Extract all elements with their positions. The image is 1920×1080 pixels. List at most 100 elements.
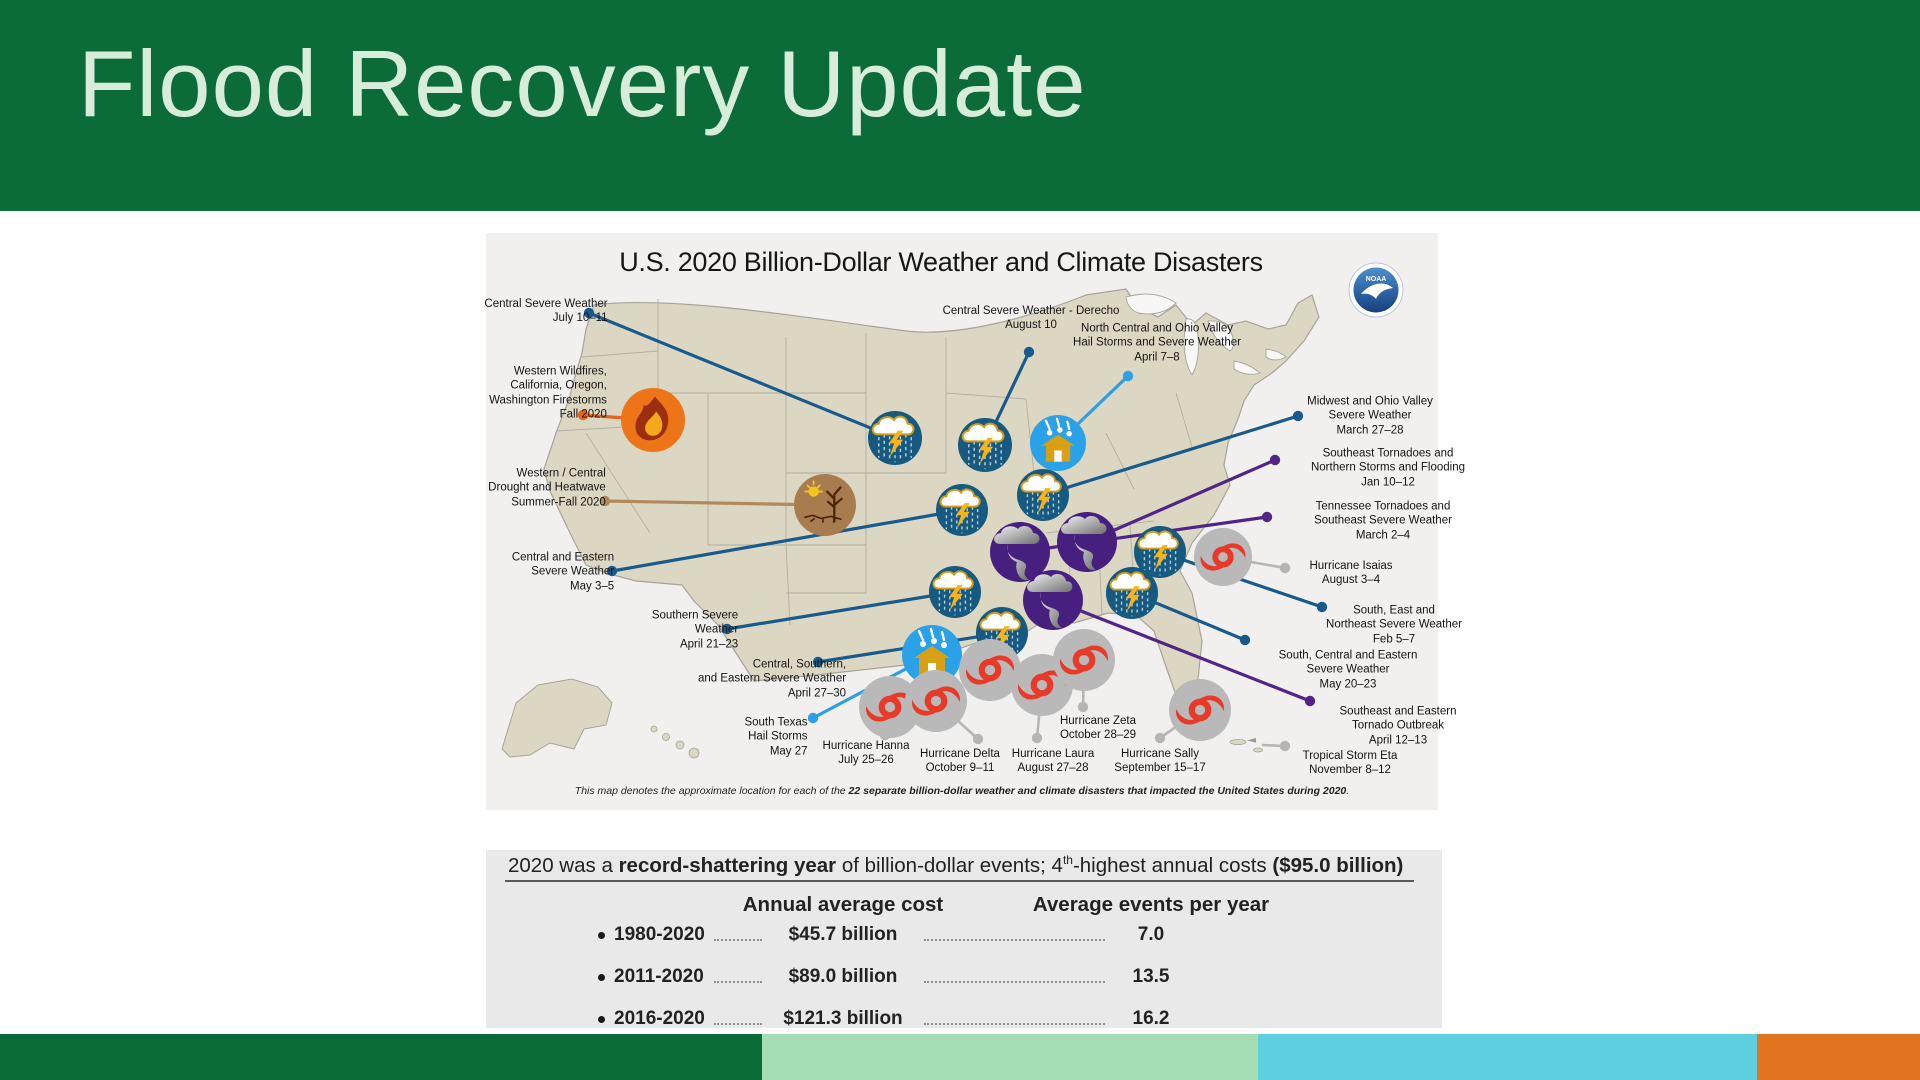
- footer-bar-dark-green: [0, 1034, 763, 1080]
- state-borders: [555, 299, 1193, 626]
- stats-headline-bold2: ($95.0 billion): [1272, 853, 1404, 877]
- disaster-icon-drought: [792, 472, 858, 538]
- cost-value: $121.3 billion: [783, 1008, 903, 1029]
- leader-dot: [812, 656, 824, 668]
- map-callout-label: Central and Eastern Severe Weather May 3–5: [511, 551, 615, 593]
- leader-dot: [577, 409, 589, 421]
- bullet-icon: [598, 973, 605, 981]
- footer-bar-light-green: [762, 1034, 1258, 1080]
- column-header-events: Average events per year: [1032, 893, 1270, 916]
- disaster-icon-fire: [620, 387, 686, 453]
- map-callout-label: Central Severe Weather July 10–11: [484, 297, 608, 324]
- leader-line: [726, 590, 956, 631]
- map-callout-label: South, Central and Eastern Severe Weather…: [1278, 649, 1418, 691]
- map-callout-label: Tropical Storm Eta November 8–12: [1302, 749, 1398, 776]
- map-callout-label: North Central and Ohio Valley Hail Storms…: [1073, 322, 1241, 364]
- disaster-icon-tornado: [1023, 570, 1083, 630]
- stats-rows: 1980-2020 $45.7 billion 7.0 2011-2020 $89.0 …: [486, 914, 1442, 1040]
- stats-headline-mid2: -highest annual costs: [1072, 853, 1273, 877]
- leader-line: [588, 311, 896, 440]
- leader-dot: [721, 623, 733, 635]
- leader-dot: [599, 495, 611, 507]
- map-caption-prefix: This map denotes the approximate locatio…: [574, 785, 849, 797]
- disaster-icon-hail: [1028, 413, 1088, 473]
- disaster-icon-storm: [957, 417, 1013, 473]
- map-title: U.S. 2020 Billion-Dollar Weather and Cli…: [619, 247, 1263, 277]
- leader-line: [611, 508, 963, 573]
- disaster-icon-storm: [1105, 566, 1159, 620]
- alaska: [501, 678, 613, 758]
- events-value: 16.2: [1132, 1008, 1170, 1029]
- leader-line: [1042, 414, 1299, 497]
- disaster-icon-hurricane: [959, 639, 1021, 701]
- disaster-icon-hurricane: [1194, 528, 1252, 586]
- map-callout-label: Hurricane Zeta October 28–29: [1059, 714, 1137, 741]
- map-callout-label: South Texas Hail Storms May 27: [744, 716, 808, 758]
- map-callout-label: Central Severe Weather - Derecho August 1…: [942, 304, 1120, 331]
- disaster-icon-storm: [867, 410, 923, 466]
- leader-dot: [1316, 601, 1328, 613]
- leader-dot: [1031, 732, 1043, 744]
- stats-headline-sup: th: [1062, 853, 1073, 867]
- disaster-icon-storm: [1016, 468, 1070, 522]
- map-callout-label: Hurricane Delta October 9–11: [920, 747, 1000, 774]
- stats-headline-bold1: record-shattering year: [618, 853, 837, 877]
- disaster-icon-hurricane: [905, 670, 967, 732]
- hawaii: [650, 725, 700, 759]
- column-header-cost: Annual average cost: [742, 893, 944, 916]
- leader-dot: [1154, 732, 1166, 744]
- disaster-icon-storm: [928, 565, 982, 619]
- table-row: 2016-2020 $121.3 billion 16.2: [486, 998, 1442, 1040]
- table-row: 2011-2020 $89.0 billion 13.5: [486, 956, 1442, 998]
- noaa-logo-text: NOAA: [1366, 276, 1387, 283]
- disaster-icon-storm: [935, 483, 989, 537]
- stats-table-figure[interactable]: 2020 was a record-shattering year of bil…: [486, 850, 1442, 1029]
- great-lakes: [1125, 293, 1287, 376]
- leader-dot: [1122, 370, 1134, 382]
- leader-dot: [606, 565, 618, 577]
- us-disaster-map: NOAA: [501, 262, 1404, 759]
- footer-color-bars: [0, 1034, 1920, 1080]
- cost-value: $45.7 billion: [788, 924, 898, 945]
- period-label: 2016-2020: [614, 1008, 705, 1029]
- map-callout-label: Western Wildfires, California, Oregon, Was…: [489, 365, 607, 421]
- footer-bar-cyan: [1257, 1034, 1757, 1080]
- map-callout-label: Hurricane Hanna July 25–26: [822, 739, 910, 766]
- disaster-icon-hurricane: [1053, 629, 1115, 691]
- period-label: 2011-2020: [614, 966, 704, 987]
- map-caption-suffix: .: [1346, 785, 1350, 797]
- leader-dot: [1279, 562, 1291, 574]
- map-callout-label: Hurricane Sally September 15–17: [1114, 747, 1206, 774]
- disaster-icon-tornado: [1057, 512, 1117, 572]
- slide-header: Flood Recovery Update: [0, 0, 1920, 211]
- map-caption-bold: 22 separate billion-dollar weather and c…: [848, 785, 1347, 797]
- map-callout-label: Western / Central Drought and Heatwave Sum…: [488, 467, 606, 509]
- leader-line: [1086, 458, 1276, 544]
- map-callout-label: Central, Southern, and Eastern Severe Wea…: [697, 658, 847, 700]
- period-label: 1980-2020: [614, 924, 705, 945]
- disaster-map-figure[interactable]: NOAA U.S. 2020 Billion-Dollar Weather an…: [484, 233, 1465, 810]
- stats-headline: 2020 was a record-shattering year of bil…: [508, 853, 1403, 878]
- events-value: 13.5: [1132, 966, 1170, 987]
- leader-dot: [972, 733, 984, 745]
- map-callout-label: Hurricane Laura August 27–28: [1011, 747, 1095, 774]
- map-callout-label: Southeast and Eastern Tornado Outbreak Apr…: [1339, 705, 1457, 747]
- caribbean-islands: [1229, 738, 1263, 753]
- slide-title[interactable]: Flood Recovery Update: [78, 31, 1087, 136]
- map-callout-label: Hurricane Isaias August 3–4: [1309, 559, 1393, 586]
- map-callout-label: Tennessee Tornadoes and Southeast Severe …: [1314, 500, 1452, 542]
- leader-dot: [1292, 410, 1304, 422]
- leader-dot: [1023, 346, 1035, 358]
- map-caption: This map denotes the approximate locatio…: [486, 785, 1438, 797]
- stats-headline-pre: 2020 was a: [508, 853, 619, 877]
- leader-line: [1052, 598, 1311, 703]
- leader-dot: [807, 712, 819, 724]
- leader-line: [604, 499, 826, 507]
- disaster-icon-hurricane: [1169, 679, 1231, 741]
- leader-dot: [1261, 511, 1273, 523]
- bullet-icon: [598, 1015, 605, 1023]
- noaa-logo: NOAA: [1348, 262, 1404, 318]
- events-value: 7.0: [1137, 924, 1165, 945]
- leader-dot: [1269, 454, 1281, 466]
